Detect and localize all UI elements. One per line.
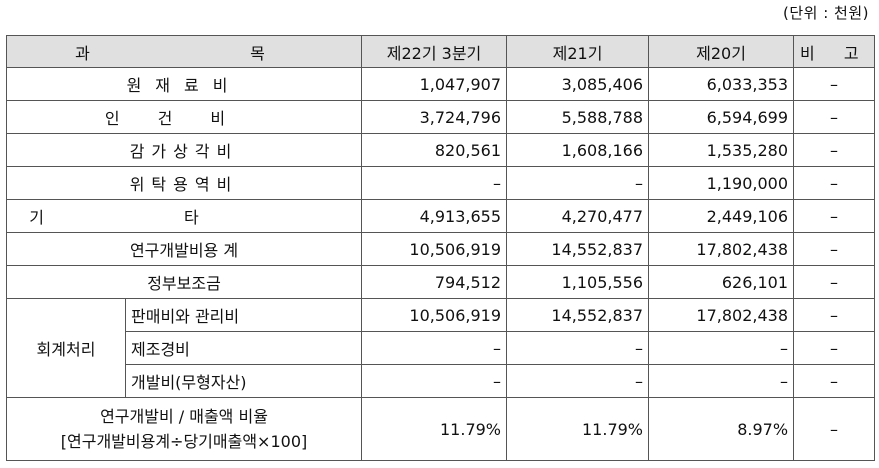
- cell-note: –: [793, 331, 876, 365]
- cell-p20: 6,594,699: [648, 100, 795, 134]
- cell-p20: 17,802,438: [648, 298, 795, 332]
- ratio-label-line2: [연구개발비용계÷당기매출액×100]: [60, 432, 308, 451]
- rnd-expense-table: 과 목 제22기 3분기 제21기 제20기 비 고 원재료비 1,047,90…: [5, 35, 876, 461]
- cell-p21: 4,270,477: [506, 199, 650, 233]
- header-period-21: 제21기: [506, 35, 650, 68]
- cell-p22: 11.79%: [361, 397, 508, 461]
- ratio-label-line1: 연구개발비 / 매출액 비율: [100, 407, 268, 426]
- row-label: 원재료비: [5, 67, 363, 101]
- cell-note: –: [793, 199, 876, 233]
- cell-note: –: [793, 166, 876, 200]
- header-period-20: 제20기: [648, 35, 795, 68]
- cell-p20: 626,101: [648, 265, 795, 299]
- table-row: 회계처리 판매비와 관리비 10,506,919 14,552,837 17,8…: [6, 298, 876, 398]
- header-item: 과 목: [5, 35, 363, 68]
- row-label: 인건비: [5, 100, 363, 134]
- row-label: 정부보조금: [5, 265, 363, 299]
- cell-p20: 1,190,000: [648, 166, 795, 200]
- cell-p22: –: [361, 166, 508, 200]
- unit-note: (단위 : 천원): [783, 4, 869, 22]
- cell-p20: –: [648, 331, 795, 365]
- cell-p22: 10,506,919: [361, 232, 508, 266]
- cell-note: –: [793, 67, 876, 101]
- header-row: 과 목 제22기 3분기 제21기 제20기 비 고: [5, 35, 876, 68]
- cell-p21: 14,552,837: [506, 232, 650, 266]
- accounting-group-label: 회계처리: [6, 298, 126, 398]
- row-label: 감가상각비: [5, 133, 363, 167]
- cell-note: –: [793, 100, 876, 134]
- cell-p20: 1,535,280: [648, 133, 795, 167]
- cell-p22: 3,724,796: [361, 100, 508, 134]
- cell-p21: 3,085,406: [506, 67, 650, 101]
- row-label: 연구개발비용 계: [5, 232, 363, 266]
- cell-p20: 2,449,106: [648, 199, 795, 233]
- cell-note: –: [793, 364, 876, 398]
- cell-p21: 5,588,788: [506, 100, 650, 134]
- cell-p21: –: [506, 364, 650, 398]
- cell-p20: 17,802,438: [648, 232, 795, 266]
- cell-p20: –: [648, 364, 795, 398]
- cell-p21: –: [506, 331, 650, 365]
- table-row: 원재료비 1,047,907 3,085,406 6,033,353 –: [5, 67, 876, 101]
- cell-p21: –: [506, 166, 650, 200]
- cell-p22: 1,047,907: [361, 67, 508, 101]
- accounting-item-label: 제조경비: [124, 331, 363, 365]
- table-row: 위탁용역비 – – 1,190,000 –: [5, 166, 876, 200]
- cell-p20: 6,033,353: [648, 67, 795, 101]
- accounting-item-label: 판매비와 관리비: [124, 298, 363, 332]
- ratio-label: 연구개발비 / 매출액 비율 [연구개발비용계÷당기매출액×100]: [5, 397, 363, 461]
- cell-p22: 10,506,919: [361, 298, 508, 332]
- cell-note: –: [793, 298, 876, 332]
- cell-note: –: [793, 265, 876, 299]
- cell-p22: 4,913,655: [361, 199, 508, 233]
- header-period-22: 제22기 3분기: [361, 35, 508, 68]
- cell-p20: 8.97%: [648, 397, 795, 461]
- row-label: 기타: [5, 199, 363, 233]
- cell-note: –: [793, 133, 876, 167]
- cell-p22: –: [361, 364, 508, 398]
- cell-p21: 14,552,837: [506, 298, 650, 332]
- table-row: 감가상각비 820,561 1,608,166 1,535,280 –: [5, 133, 876, 167]
- table-row: 기타 4,913,655 4,270,477 2,449,106 –: [5, 199, 876, 233]
- table-row: 개발비(무형자산) – – – –: [7, 364, 876, 398]
- table-row: 연구개발비 / 매출액 비율 [연구개발비용계÷당기매출액×100] 11.79…: [5, 397, 876, 461]
- cell-p21: 1,105,556: [506, 265, 650, 299]
- cell-p21: 1,608,166: [506, 133, 650, 167]
- table-row: 인건비 3,724,796 5,588,788 6,594,699 –: [5, 100, 876, 134]
- cell-p22: –: [361, 331, 508, 365]
- header-note: 비 고: [793, 35, 876, 68]
- table-row: 연구개발비용 계 10,506,919 14,552,837 17,802,43…: [5, 232, 876, 266]
- row-label: 위탁용역비: [5, 166, 363, 200]
- table-row: 제조경비 – – – –: [7, 331, 876, 365]
- table-row: 정부보조금 794,512 1,105,556 626,101 –: [5, 265, 876, 299]
- cell-p22: 820,561: [361, 133, 508, 167]
- accounting-item-label: 개발비(무형자산): [124, 364, 363, 398]
- cell-note: –: [793, 397, 876, 461]
- cell-p22: 794,512: [361, 265, 508, 299]
- cell-note: –: [793, 232, 876, 266]
- cell-p21: 11.79%: [506, 397, 650, 461]
